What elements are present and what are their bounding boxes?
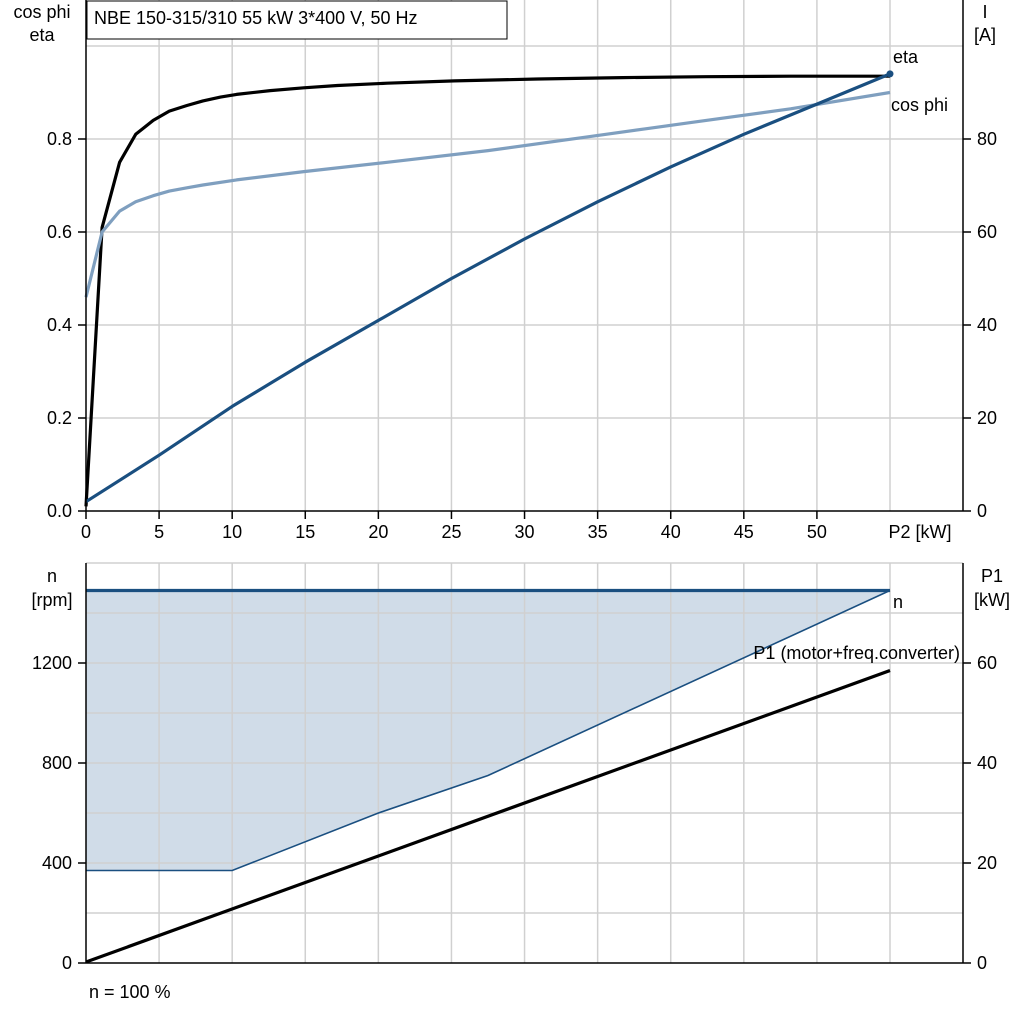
series-label-n: n: [893, 592, 903, 612]
series-label-eta: eta: [893, 47, 919, 67]
bottom-y-right-tick-label: 40: [977, 753, 997, 773]
top-y-left-title-line1: cos phi: [13, 2, 70, 22]
top-y-right-title-line2: [A]: [974, 25, 996, 45]
series-n-min-line: [86, 589, 891, 872]
top-y-left-tick-label: 0.8: [47, 129, 72, 149]
top-y-left-title-line2: eta: [29, 25, 55, 45]
top-y-right-tick-label: 20: [977, 408, 997, 428]
series-eta-line: [84, 74, 890, 507]
title-box: [86, 0, 508, 40]
chart-title: NBE 150-315/310 55 kW 3*400 V, 50 Hz: [94, 8, 418, 28]
top-y-left-tick-label: 0.4: [47, 315, 72, 335]
bottom-y-left-tick-label: 1200: [32, 653, 72, 673]
top-x-tick-label: 10: [222, 522, 242, 542]
bottom-y-right-tick-label: 60: [977, 653, 997, 673]
top-y-left-tick-label: 0.0: [47, 501, 72, 521]
top-x-tick-label: 15: [295, 522, 315, 542]
top-x-tick-label: 0: [81, 522, 91, 542]
speed-range-area: [86, 590, 890, 871]
bottom-y-right-tick-label: 0: [977, 953, 987, 973]
bottom-y-left-tick-label: 800: [42, 753, 72, 773]
top-y-left-tick-label: 0.2: [47, 408, 72, 428]
bottom-y-right-tick-label: 20: [977, 853, 997, 873]
series-cos-phi-line: [84, 90, 891, 298]
series-label-cosphi: cos phi: [891, 95, 948, 115]
top-x-tick-label: 40: [661, 522, 681, 542]
top-x-tick-label: 5: [154, 522, 164, 542]
top-y-left-tick-label: 0.6: [47, 222, 72, 242]
top-y-right-tick-label: 80: [977, 129, 997, 149]
top-y-right-tick-label: 40: [977, 315, 997, 335]
bottom-y-right-title-line2: [kW]: [974, 590, 1010, 610]
top-x-axis-title: P2 [kW]: [888, 522, 951, 542]
top-x-tick-label: 25: [441, 522, 461, 542]
bottom-y-left-title-line2: [rpm]: [31, 590, 72, 610]
bottom-y-right-title-line1: P1: [981, 566, 1003, 586]
series-label-p1: P1 (motor+freq.converter): [753, 643, 960, 663]
top-y-right-tick-label: 60: [977, 222, 997, 242]
top-x-tick-label: 30: [515, 522, 535, 542]
top-y-right-title-line1: I: [982, 2, 987, 22]
top-x-tick-label: 50: [807, 522, 827, 542]
bottom-y-left-tick-label: 0: [62, 953, 72, 973]
footer-speed-note: n = 100 %: [89, 982, 171, 1002]
bottom-y-left-tick-label: 400: [42, 853, 72, 873]
series-current-endpoint: [886, 70, 894, 78]
top-y-right-tick-label: 0: [977, 501, 987, 521]
bottom-y-left-title-line1: n: [47, 566, 57, 586]
series-i-line: [85, 72, 891, 504]
top-x-tick-label: 20: [368, 522, 388, 542]
series-p1-line: [85, 668, 891, 964]
top-x-tick-label: 35: [588, 522, 608, 542]
top-x-tick-label: 45: [734, 522, 754, 542]
